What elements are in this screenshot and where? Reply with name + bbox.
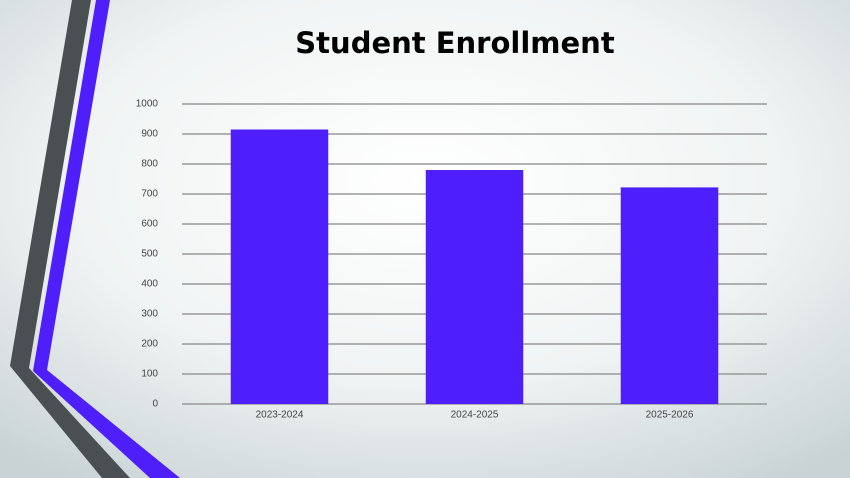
decor-stripe-purple	[33, 0, 180, 478]
y-tick-label: 600	[141, 219, 158, 230]
chart-title: Student Enrollment	[295, 26, 615, 60]
y-tick-label: 200	[141, 339, 158, 350]
y-tick-label: 800	[141, 159, 158, 170]
y-tick-label: 300	[141, 309, 158, 320]
y-tick-label: 100	[141, 369, 158, 380]
y-tick-label: 400	[141, 279, 158, 290]
y-tick-label: 1000	[136, 99, 159, 110]
decor-stripe-gray	[10, 0, 130, 478]
plot: 0 100 200 300 400 500 600 700 800 900 1000 2023-202…	[136, 99, 767, 421]
y-tick-label: 500	[141, 249, 158, 260]
x-tick-label: 2024-2025	[451, 410, 499, 421]
bar	[425, 170, 524, 404]
x-tick-label: 2025-2026	[646, 410, 694, 421]
y-tick-label: 900	[141, 129, 158, 140]
y-tick-label: 0	[152, 399, 158, 410]
bar	[620, 187, 719, 404]
x-tick-label: 2023-2024	[256, 410, 304, 421]
y-tick-label: 700	[141, 189, 158, 200]
bar	[230, 129, 329, 404]
